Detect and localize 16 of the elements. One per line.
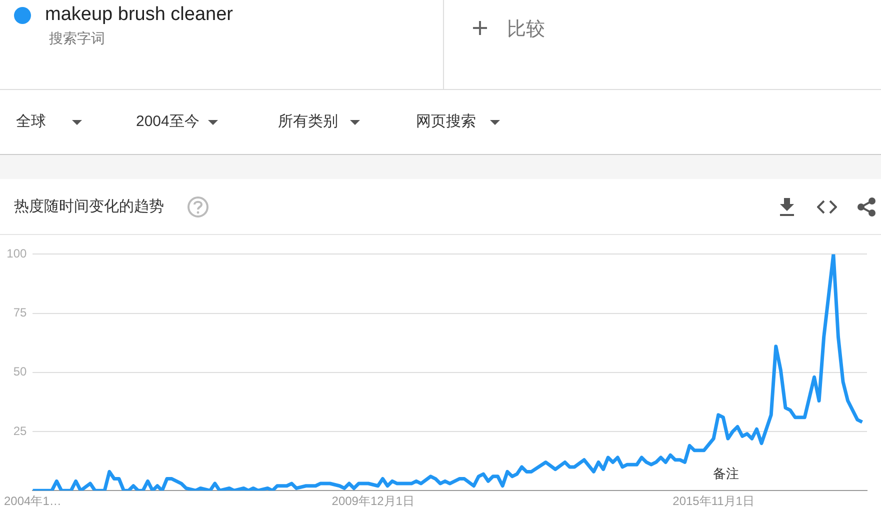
text: 所有类别 [278, 112, 338, 131]
annotation: 备注 [713, 465, 739, 483]
text: 2004至今 [136, 112, 200, 131]
text: 搜索字词 [49, 30, 105, 48]
y-tick-label: 75 [13, 306, 27, 320]
text: 网页搜索 [416, 112, 476, 131]
x-tick-label: 2015年11月1日 [672, 494, 754, 508]
text: 比较 [507, 18, 545, 42]
x-tick-label: 2009年12月1日 [332, 494, 414, 508]
chart-title: 热度随时间变化的趋势 [14, 197, 164, 216]
y-tick-label: 100 [6, 246, 27, 261]
text: 全球 [16, 112, 46, 131]
y-tick-label: 50 [13, 364, 27, 379]
y-tick-label: 25 [13, 424, 27, 438]
x-tick-label: 2004年1… [4, 494, 62, 508]
legend-label: makeup brush cleaner [45, 4, 233, 26]
